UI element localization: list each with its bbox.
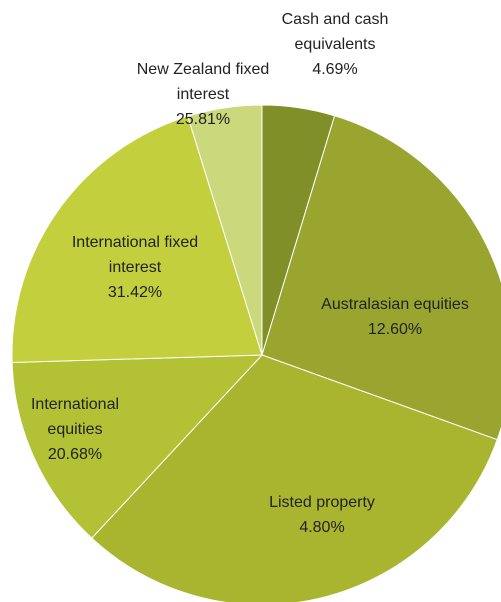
pie-slice bbox=[261, 115, 501, 441]
slice-label: International fixed interest 31.42% bbox=[60, 230, 210, 305]
category-name: Australasian equities bbox=[321, 296, 469, 313]
pie-slice bbox=[11, 354, 264, 539]
pie-slice bbox=[91, 354, 498, 602]
category-name: New Zealand fixed interest bbox=[136, 61, 270, 103]
category-name: International equities bbox=[30, 396, 120, 438]
label-box: New Zealand fixed interest 25.81% bbox=[118, 57, 288, 132]
slice-label: Australasian equities 12.60% bbox=[300, 292, 490, 342]
label-box: International fixed interest 31.42% bbox=[60, 230, 210, 305]
label-box: International equities 20.68% bbox=[10, 392, 140, 467]
value-label: 31.42% bbox=[107, 284, 163, 301]
label-box: Australasian equities 12.60% bbox=[300, 292, 490, 342]
value-label: 4.80% bbox=[299, 519, 345, 536]
value-label: 4.69% bbox=[312, 61, 358, 78]
pie-slice bbox=[187, 104, 263, 356]
category-name: International fixed interest bbox=[71, 234, 199, 276]
category-name: Cash and cash equivalents bbox=[281, 11, 389, 53]
pie-slice bbox=[11, 115, 263, 364]
label-box: Cash and cash equivalents 4.69% bbox=[260, 7, 410, 82]
category-name: Listed property bbox=[269, 494, 375, 511]
value-label: 12.60% bbox=[367, 321, 423, 338]
value-label: 25.81% bbox=[175, 111, 231, 128]
slice-label: Cash and cash equivalents 4.69% bbox=[260, 7, 410, 82]
slice-label: New Zealand fixed interest 25.81% bbox=[118, 57, 288, 132]
slice-label: Listed property 4.80% bbox=[222, 490, 422, 540]
label-box: Listed property 4.80% bbox=[222, 490, 422, 540]
value-label: 20.68% bbox=[47, 446, 103, 463]
slice-label: International equities 20.68% bbox=[10, 392, 140, 467]
